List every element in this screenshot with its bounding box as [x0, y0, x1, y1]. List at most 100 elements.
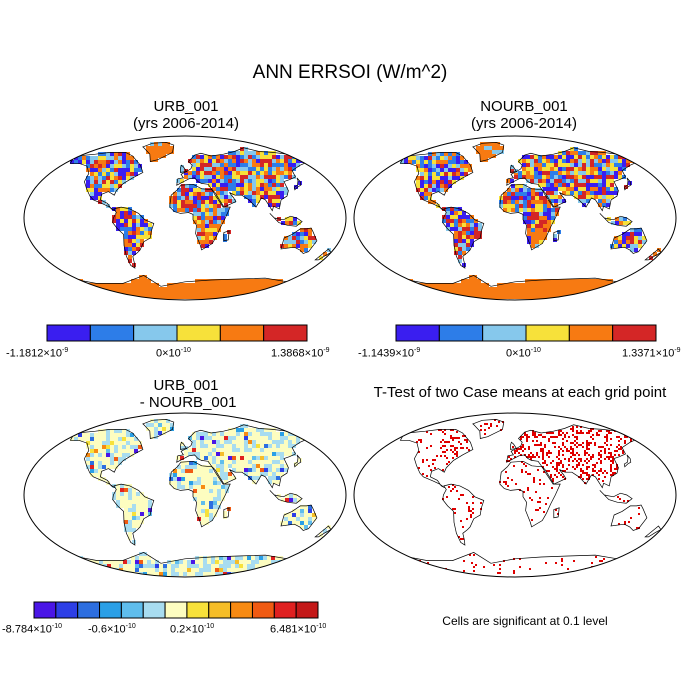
- grid-cell: [543, 208, 547, 212]
- grid-cell: [574, 167, 578, 171]
- coastline-uk: [180, 441, 188, 450]
- grid-cell: [114, 180, 118, 184]
- grid-cell: [572, 466, 574, 468]
- grid-cell: [118, 184, 122, 188]
- grid-cell: [432, 152, 436, 156]
- grid-cell: [215, 291, 219, 295]
- grid-cell: [79, 283, 83, 287]
- grid-cell: [601, 291, 605, 295]
- grid-cell: [580, 468, 582, 470]
- grid-cell: [232, 452, 236, 456]
- grid-cell: [424, 176, 428, 180]
- grid-cell: [553, 238, 557, 242]
- grid-cell: [201, 192, 205, 196]
- panel-ttest-title: T-Test of two Case means at each grid po…: [373, 384, 667, 401]
- grid-cell: [610, 466, 612, 468]
- grid-cell: [289, 498, 293, 502]
- grid-cell: [144, 231, 148, 235]
- grid-cell: [517, 295, 521, 299]
- grid-cell: [154, 150, 158, 154]
- grid-cell: [268, 468, 272, 472]
- grid-cell: [515, 188, 519, 192]
- grid-cell: [570, 187, 574, 191]
- grid-cell: [448, 461, 450, 463]
- grid-cell: [199, 572, 203, 576]
- grid-cell: [122, 156, 126, 160]
- grid-cell: [99, 572, 103, 576]
- grid-cell: [114, 465, 118, 469]
- grid-cell: [150, 419, 154, 423]
- grid-cell: [530, 458, 532, 460]
- grid-cell: [462, 227, 466, 231]
- grid-cell: [205, 481, 209, 485]
- grid-cell: [562, 444, 564, 446]
- grid-cell: [503, 204, 507, 208]
- grid-cell: [610, 159, 614, 163]
- grid-cell: [212, 436, 216, 440]
- grid-cell: [215, 556, 219, 560]
- grid-cell: [543, 216, 547, 220]
- grid-cell: [289, 221, 293, 225]
- grid-cell: [562, 183, 566, 187]
- grid-cell: [513, 465, 515, 467]
- grid-cell: [122, 429, 126, 433]
- grid-cell: [539, 216, 543, 220]
- grid-cell: [614, 240, 618, 244]
- grid-cell: [179, 568, 183, 572]
- grid-cell: [519, 566, 521, 568]
- grid-cell: [484, 146, 488, 150]
- grid-cell: [195, 560, 199, 564]
- grid-cell: [444, 455, 446, 457]
- grid-cell: [562, 167, 566, 171]
- grid-cell: [106, 453, 110, 457]
- grid-cell: [499, 572, 501, 574]
- grid-cell: [454, 231, 458, 235]
- grid-cell: [173, 208, 177, 212]
- grid-cell: [209, 240, 213, 244]
- grid-cell: [159, 572, 163, 576]
- grid-cell: [524, 432, 526, 434]
- grid-cell: [219, 283, 223, 287]
- grid-cell: [87, 291, 91, 295]
- grid-cell: [539, 228, 543, 232]
- grid-cell: [588, 442, 590, 444]
- coastline-new-zealand: [314, 525, 332, 538]
- grid-cell: [539, 204, 543, 208]
- grid-cell: [542, 456, 544, 458]
- coastline-japan: [293, 177, 302, 191]
- grid-cell: [271, 556, 275, 560]
- grid-cell: [548, 452, 550, 454]
- grid-cell: [614, 450, 616, 452]
- grid-cell: [515, 200, 519, 204]
- grid-cell: [527, 473, 529, 475]
- grid-cell: [522, 155, 526, 159]
- grid-cell: [192, 155, 196, 159]
- grid-cell: [216, 159, 220, 163]
- grid-cell: [538, 167, 542, 171]
- grid-cell: [252, 191, 256, 195]
- grid-cell: [529, 295, 533, 299]
- grid-cell: [211, 287, 215, 291]
- grid-cell: [276, 480, 280, 484]
- grid-cell: [232, 464, 236, 468]
- grid-cell: [263, 291, 267, 295]
- grid-cell: [224, 432, 228, 436]
- grid-cell: [151, 287, 155, 291]
- grid-cell: [636, 436, 638, 438]
- grid-cell: [526, 456, 528, 458]
- grid-cell: [224, 476, 228, 480]
- grid-cell: [264, 191, 268, 195]
- grid-cell: [147, 283, 151, 287]
- grid-cell: [513, 283, 517, 287]
- grid-cell: [114, 453, 118, 457]
- grid-cell: [561, 560, 563, 562]
- grid-cell: [240, 460, 244, 464]
- grid-cell: [569, 287, 573, 291]
- grid-cell: [167, 564, 171, 568]
- grid-cell: [468, 449, 470, 451]
- grid-cell: [197, 224, 201, 228]
- grid-cell: [195, 295, 199, 299]
- grid-cell: [244, 428, 248, 432]
- grid-cell: [110, 164, 114, 168]
- grid-cell: [228, 175, 232, 179]
